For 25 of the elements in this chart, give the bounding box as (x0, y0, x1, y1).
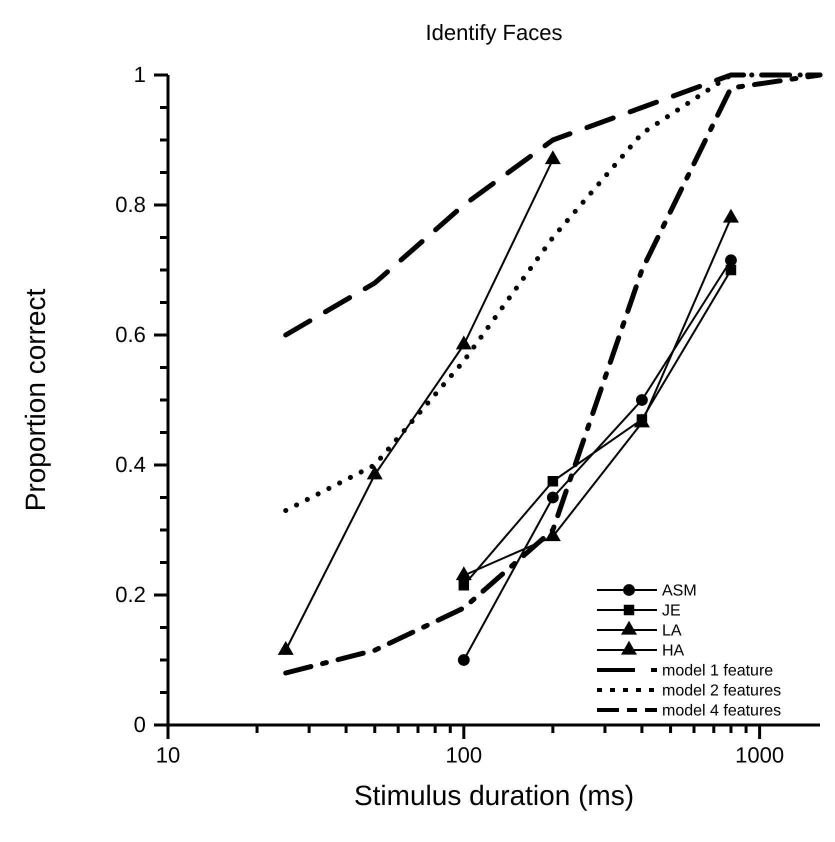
point (458, 580, 470, 590)
legend-label: model 4 features (662, 702, 782, 720)
legend-label: model 2 features (662, 682, 782, 700)
legend-label: LA (662, 622, 682, 640)
y-tick-label: 0.4 (115, 452, 146, 478)
x-tick-label: 1000 (735, 742, 784, 768)
y-tick-label: 0.2 (115, 582, 146, 608)
point (546, 492, 559, 504)
legend-label: model 1 feature (662, 662, 774, 680)
point (548, 476, 558, 486)
y-tick-label: 1 (134, 62, 146, 88)
legend-label: ASM (662, 582, 697, 600)
legend-label: JE (662, 602, 681, 620)
x-axis-title: Stimulus duration (ms) (354, 780, 634, 811)
x-tick-label: 10 (156, 742, 180, 768)
y-tick-label: 0.6 (115, 322, 146, 348)
legend-label: HA (662, 642, 685, 660)
chart-title: Identify Faces (426, 20, 562, 45)
y-tick-label: 0 (134, 712, 146, 738)
point (636, 394, 648, 406)
point (458, 654, 470, 666)
point (722, 208, 739, 223)
y-axis-title: Proportion correct (20, 288, 51, 512)
x-tick-label: 100 (445, 742, 482, 768)
y-tick-label: 0.8 (115, 192, 146, 218)
